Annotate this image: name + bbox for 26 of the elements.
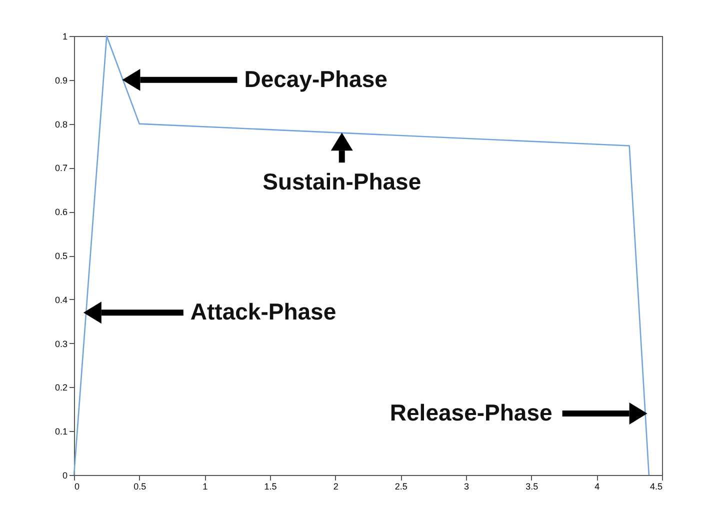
annotation: Sustain-Phase — [262, 168, 422, 195]
x-tick-label: 3 — [464, 482, 470, 492]
y-tick-label: 0.9 — [54, 75, 68, 86]
y-tick-label: 0.7 — [54, 163, 68, 174]
x-tick-label: 1.5 — [264, 482, 277, 492]
x-tick-label: 3.5 — [526, 482, 538, 492]
x-tick-label: 0.5 — [134, 482, 146, 492]
annotation: Decay-Phase — [244, 66, 388, 92]
line-series — [73, 35, 650, 476]
x-tick-label: 2 — [333, 482, 338, 492]
x-tick-label: 1 — [202, 482, 208, 492]
y-tick-label: 0.2 — [54, 382, 68, 393]
x-tick-label: 2.5 — [394, 482, 408, 492]
annotation: Attack-Phase — [190, 298, 336, 325]
y-tick-label: 0.8 — [54, 119, 68, 130]
y-tick-label: 0.5 — [54, 251, 68, 261]
y-tick-label: 0 — [62, 470, 68, 480]
y-tick-label: 0.4 — [54, 294, 68, 305]
x-tick-label: 4.5 — [650, 482, 662, 492]
x-tick-label: 0 — [74, 482, 80, 492]
annotation: Release-Phase — [390, 400, 552, 426]
y-tick-label: 0.6 — [54, 207, 68, 218]
y-tick-label: 0.1 — [54, 426, 68, 437]
y-tick-label: 1 — [62, 32, 68, 42]
x-tick-label: 4 — [594, 482, 600, 492]
y-tick-label: 0.3 — [54, 338, 68, 349]
